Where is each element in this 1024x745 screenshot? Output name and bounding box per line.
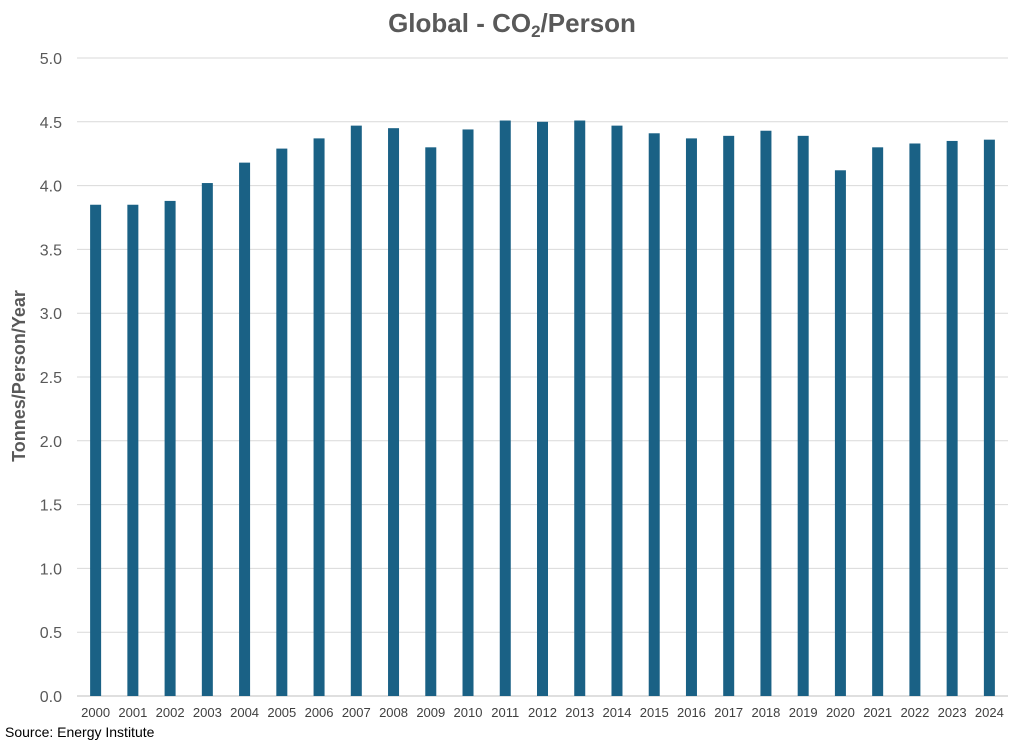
bar-2023 — [946, 140, 958, 696]
bar-2009 — [425, 147, 437, 696]
bar-2004 — [239, 162, 251, 696]
bar-2007 — [350, 125, 362, 697]
x-tick-label: 2014 — [603, 705, 632, 720]
x-tick-label: 2006 — [305, 705, 334, 720]
y-tick-label: 2.0 — [40, 434, 62, 451]
x-tick-label: 2017 — [714, 705, 743, 720]
y-tick-label: 4.5 — [40, 115, 62, 132]
bar-2000 — [90, 204, 102, 697]
x-tick-label: 2004 — [230, 705, 259, 720]
bar-2003 — [201, 183, 213, 697]
bar-2019 — [797, 135, 809, 696]
bar-2020 — [834, 170, 846, 697]
bars — [90, 120, 995, 697]
chart-title: Global - CO2/Person — [0, 8, 1024, 42]
y-tick-label: 1.0 — [40, 561, 62, 578]
y-tick-label: 2.5 — [40, 370, 62, 387]
x-tick-label: 2019 — [789, 705, 818, 720]
bar-2006 — [313, 138, 325, 696]
x-tick-label: 2022 — [900, 705, 929, 720]
bar-2017 — [723, 135, 735, 696]
bar-2022 — [909, 143, 921, 696]
x-tick-label: 2018 — [751, 705, 780, 720]
bar-2018 — [760, 130, 772, 696]
bar-2011 — [499, 120, 511, 697]
y-tick-label: 4.0 — [40, 179, 62, 196]
bar-2008 — [388, 128, 400, 696]
bar-2005 — [276, 148, 288, 696]
x-tick-label: 2007 — [342, 705, 371, 720]
y-tick-label: 1.5 — [40, 498, 62, 515]
x-tick-label: 2001 — [118, 705, 147, 720]
x-tick-label: 2023 — [938, 705, 967, 720]
bar-2012 — [537, 121, 548, 697]
chart-title-suffix: /Person — [540, 8, 636, 38]
x-tick-label: 2000 — [81, 705, 110, 720]
x-tick-label: 2005 — [267, 705, 296, 720]
x-tick-label: 2009 — [416, 705, 445, 720]
source-note: Source: Energy Institute — [5, 724, 155, 740]
x-tick-label: 2011 — [491, 705, 519, 720]
x-tick-label: 2020 — [826, 705, 855, 720]
bar-2015 — [648, 133, 660, 696]
y-tick-labels: 0.0 0.5 1.0 1.5 2.0 2.5 3.0 3.5 4.0 4.5 5.0 — [40, 51, 62, 706]
x-tick-label: 2008 — [379, 705, 408, 720]
x-tick-label: 2012 — [528, 705, 557, 720]
chart-title-prefix: Global - CO — [388, 8, 532, 38]
bar-2024 — [983, 139, 995, 696]
y-tick-label: 0.0 — [40, 689, 62, 706]
bar-2002 — [164, 200, 176, 697]
bar-2016 — [685, 138, 697, 696]
bar-2014 — [611, 125, 623, 697]
x-tick-labels: 2000 2001 2002 2003 2004 2005 2006 2007 2008 2009… — [81, 705, 1004, 720]
y-tick-label: 5.0 — [40, 51, 62, 68]
bar-2001 — [127, 204, 139, 697]
x-tick-label: 2003 — [193, 705, 222, 720]
y-axis-label: Tonnes/Person/Year — [9, 290, 29, 462]
bar-2013 — [574, 120, 586, 697]
x-tick-label: 2013 — [565, 705, 594, 720]
y-tick-label: 3.5 — [40, 242, 62, 259]
bar-2010 — [462, 129, 474, 696]
y-tick-label: 0.5 — [40, 625, 62, 642]
x-tick-label: 2015 — [640, 705, 669, 720]
x-tick-label: 2002 — [156, 705, 185, 720]
chart-title-subscript: 2 — [531, 22, 541, 41]
x-tick-label: 2016 — [677, 705, 706, 720]
x-tick-label: 2021 — [863, 705, 892, 720]
y-tick-label: 3.0 — [40, 306, 62, 323]
x-tick-label: 2010 — [454, 705, 483, 720]
x-tick-label: 2024 — [975, 705, 1004, 720]
bar-2021 — [872, 147, 884, 696]
